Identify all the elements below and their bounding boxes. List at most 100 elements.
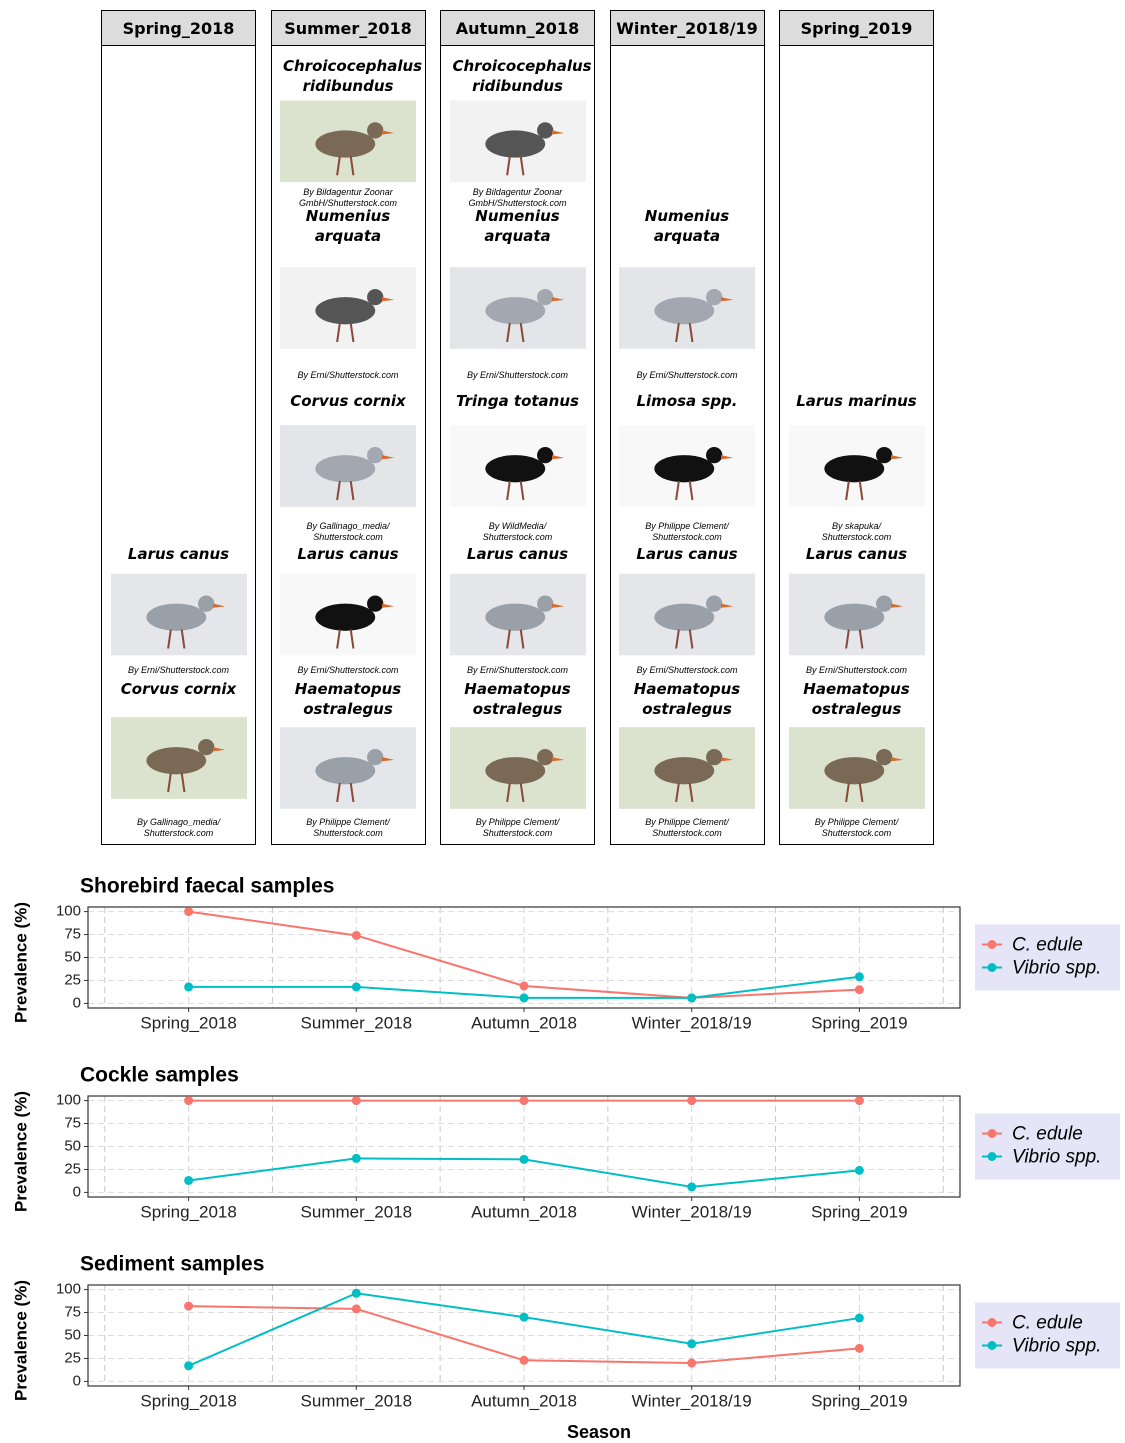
bird-head (875, 595, 892, 612)
bird-name: Limosa spp. (636, 392, 738, 410)
data-point (854, 1096, 864, 1106)
data-point (519, 1096, 529, 1106)
bird-head (536, 595, 553, 612)
legend-key-point (987, 940, 997, 949)
bird-illustration (110, 717, 247, 799)
bird-head (536, 446, 553, 464)
bird-beak (382, 603, 395, 608)
y-tick-label: 100 (56, 1092, 81, 1109)
bird-name: Chroicocephalus ridibundus (283, 57, 423, 95)
bird-slot: Limosa spp. By Philippe Clement/ Shutters… (617, 391, 758, 543)
season-column: Spring_2019 Larus marinus By skapuka/ Shut… (779, 10, 934, 845)
photo-credit: By Erni/Shutterstock.com (466, 665, 569, 675)
bird-head (536, 122, 553, 139)
bird-slot: Larus canus By Erni/Shutterstock.com (617, 544, 758, 676)
legend-key-point (987, 963, 997, 972)
legend-key-point (987, 1152, 997, 1161)
data-point (519, 993, 529, 1003)
data-point (184, 1301, 194, 1311)
data-point (351, 930, 361, 940)
bird-beak (382, 130, 395, 135)
bird-illustration (619, 727, 755, 809)
bird-slot: Larus canus By Erni/Shutterstock.com (786, 544, 927, 676)
bird-beak (721, 757, 734, 762)
bird-beak (382, 757, 395, 762)
bird-image (280, 413, 416, 519)
bird-head (706, 288, 723, 306)
data-point (184, 1175, 194, 1185)
bird-illustration (619, 573, 755, 656)
bird-name: Numenius arquata (475, 207, 560, 245)
bird-legs (505, 480, 524, 501)
legend-key-point (987, 1318, 997, 1327)
y-tick-label: 0 (73, 1372, 81, 1389)
bird-body (315, 757, 376, 785)
bird-illustration (788, 573, 925, 656)
y-tick-label: 100 (56, 1281, 81, 1298)
x-tick-label: Spring_2018 (140, 1391, 236, 1410)
bird-name: Chroicocephalus ridibundus (452, 57, 592, 95)
bird-illustration (280, 100, 416, 183)
legend-label: C. edule (1012, 1313, 1083, 1334)
bird-image (788, 721, 925, 815)
bird-head (367, 595, 384, 612)
data-point (854, 972, 864, 982)
photo-credit: By Erni/Shutterstock.com (805, 665, 908, 675)
column-header: Summer_2018 (271, 11, 425, 46)
data-point (854, 1343, 864, 1353)
data-point (184, 907, 194, 917)
bird-name: Corvus cornix (290, 392, 406, 410)
bird-body (654, 757, 715, 785)
bird-body (484, 297, 545, 325)
bird-legs (505, 782, 524, 803)
data-point (351, 1304, 361, 1314)
data-point (519, 981, 529, 991)
bird-beak (212, 603, 225, 608)
y-tick-label: 75 (64, 1304, 81, 1321)
bird-beak (551, 603, 564, 608)
bird-body (484, 455, 545, 483)
y-axis-label: Prevalence (%) (11, 902, 30, 1023)
bird-image (788, 566, 925, 663)
bird-legs (336, 322, 355, 343)
x-axis-label: Season (567, 1422, 631, 1442)
bird-image (110, 701, 247, 815)
bird-head (536, 288, 553, 306)
bird-body (654, 603, 715, 631)
bird-illustration (280, 573, 416, 656)
bird-body (145, 603, 206, 631)
bird-image (619, 566, 755, 663)
x-tick-label: Spring_2018 (140, 1202, 236, 1221)
x-tick-label: Summer_2018 (301, 1013, 413, 1032)
bird-legs (844, 782, 863, 803)
bird-name: Larus canus (466, 545, 569, 563)
x-tick-label: Summer_2018 (301, 1391, 413, 1410)
season-column: Winter_2018/19 Numenius arquata By Erni/Sh… (609, 10, 765, 845)
bird-head (706, 446, 723, 464)
column-header: Autumn_2018 (441, 11, 594, 46)
bird-illustration (788, 727, 925, 809)
bird-legs (844, 480, 863, 501)
bird-beak (382, 455, 395, 460)
legend-box (975, 924, 1120, 991)
data-point (351, 1153, 361, 1163)
bird-legs (675, 782, 694, 803)
data-point (519, 1355, 529, 1365)
bird-body (315, 130, 376, 158)
column-header: Winter_2018/19 (610, 11, 764, 46)
bird-head (706, 748, 723, 766)
bird-beak (890, 757, 903, 762)
bird-slot: Larus canus By Erni/Shutterstock.com (447, 544, 588, 676)
data-point (687, 1182, 697, 1192)
bird-slot: Numenius arquata By Erni/Shutterstock.com (447, 206, 588, 381)
bird-legs (505, 629, 524, 649)
bird-head (536, 748, 553, 766)
y-tick-label: 50 (64, 1137, 81, 1154)
x-tick-label: Autumn_2018 (471, 1202, 577, 1221)
y-tick-label: 100 (56, 903, 81, 920)
data-point (854, 1165, 864, 1175)
legend-box (975, 1113, 1120, 1180)
y-tick-label: 0 (73, 994, 81, 1011)
bird-legs (166, 629, 185, 649)
